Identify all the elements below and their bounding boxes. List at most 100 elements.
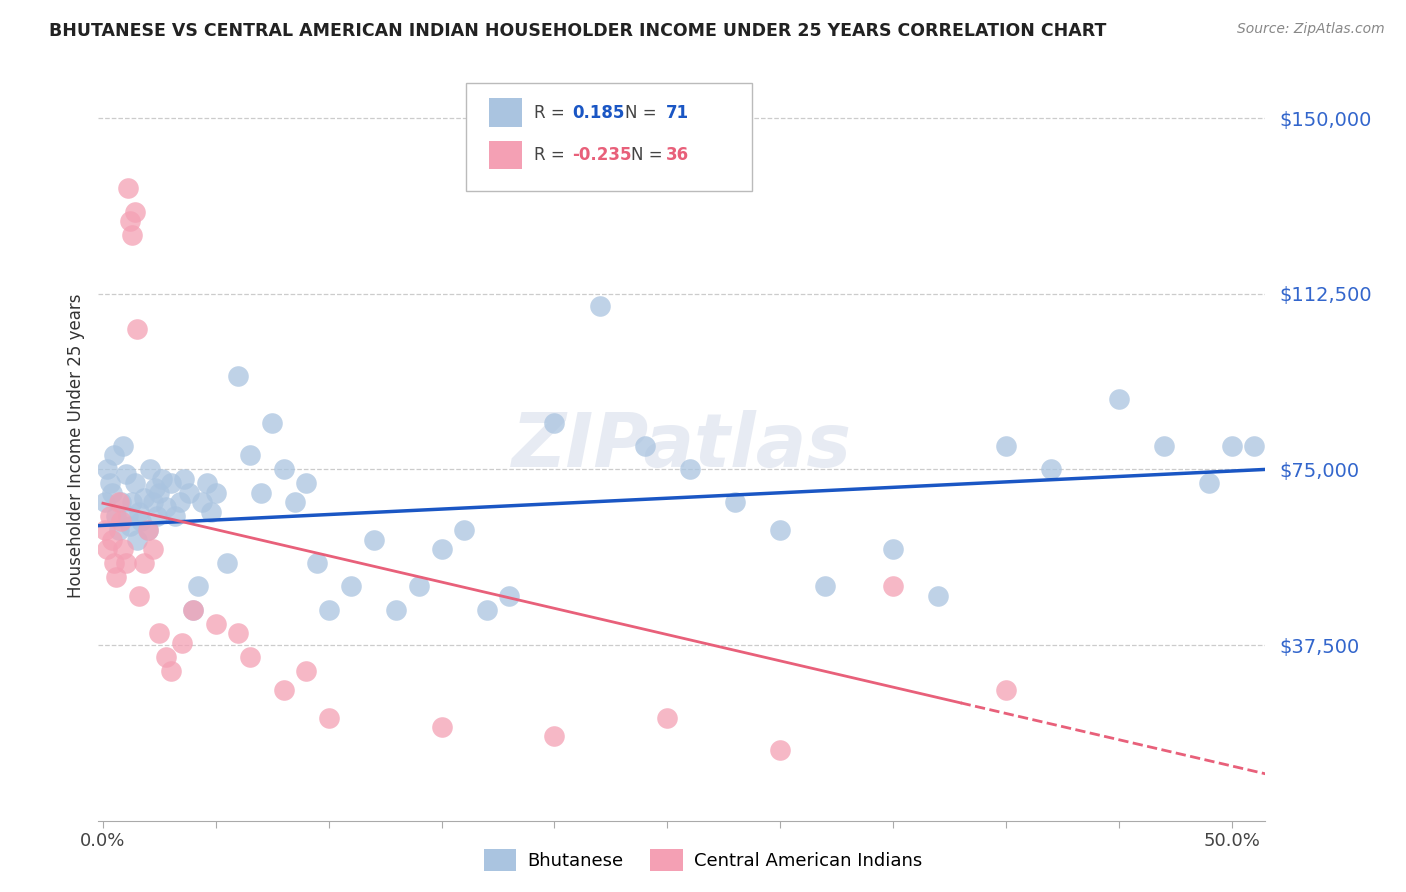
FancyBboxPatch shape xyxy=(489,141,522,169)
Point xyxy=(98,476,121,491)
Text: R =: R = xyxy=(534,146,569,164)
Point xyxy=(165,509,187,524)
Text: N =: N = xyxy=(624,103,662,121)
Point xyxy=(1198,476,1220,491)
Point xyxy=(121,228,143,243)
Point xyxy=(262,416,284,430)
Point xyxy=(142,542,165,557)
Point xyxy=(101,533,124,547)
Point xyxy=(408,580,430,594)
Text: 36: 36 xyxy=(665,146,689,164)
Point xyxy=(994,682,1017,697)
Point xyxy=(117,509,139,524)
Point xyxy=(148,485,170,500)
FancyBboxPatch shape xyxy=(489,98,522,127)
Point xyxy=(273,462,295,476)
Text: 0.185: 0.185 xyxy=(572,103,624,121)
Point xyxy=(159,476,181,491)
Point xyxy=(121,495,143,509)
Point xyxy=(284,495,307,509)
Point xyxy=(117,181,139,195)
Point xyxy=(96,542,118,557)
Point xyxy=(200,505,222,519)
Text: 71: 71 xyxy=(665,103,689,121)
Point xyxy=(124,476,146,491)
Point xyxy=(103,449,125,463)
Point xyxy=(132,491,155,505)
Point xyxy=(110,495,132,509)
Point xyxy=(181,603,204,617)
Point xyxy=(882,542,904,557)
Point xyxy=(295,664,318,678)
Point xyxy=(1153,439,1175,453)
Point xyxy=(112,439,135,453)
Point xyxy=(105,570,128,584)
Point xyxy=(112,542,135,557)
Point xyxy=(155,649,177,664)
Point xyxy=(155,500,177,514)
Point xyxy=(239,449,262,463)
Point xyxy=(1039,462,1062,476)
Point xyxy=(1243,439,1265,453)
Point xyxy=(318,710,340,724)
Point xyxy=(769,523,792,537)
Point xyxy=(187,580,209,594)
Point xyxy=(498,589,520,603)
Point xyxy=(543,730,565,744)
Point xyxy=(128,505,150,519)
Point xyxy=(724,495,747,509)
Legend: Bhutanese, Central American Indians: Bhutanese, Central American Indians xyxy=(477,842,929,879)
Y-axis label: Householder Income Under 25 years: Householder Income Under 25 years xyxy=(66,293,84,599)
Point xyxy=(96,462,118,476)
Point xyxy=(475,603,498,617)
Point xyxy=(150,472,173,486)
Point xyxy=(118,518,141,533)
Point xyxy=(118,214,141,228)
Text: N =: N = xyxy=(630,146,668,164)
Point xyxy=(159,664,181,678)
Point xyxy=(128,589,150,603)
Point xyxy=(430,542,453,557)
Point xyxy=(1220,439,1243,453)
Point xyxy=(814,580,837,594)
Point xyxy=(98,509,121,524)
Point xyxy=(177,485,200,500)
Point xyxy=(239,649,262,664)
Point xyxy=(136,523,159,537)
Point xyxy=(173,472,195,486)
Point xyxy=(250,485,273,500)
Point xyxy=(103,556,125,570)
Point xyxy=(318,603,340,617)
Point xyxy=(228,368,250,383)
Point xyxy=(543,416,565,430)
Point xyxy=(769,743,792,757)
Point xyxy=(125,322,148,336)
Point xyxy=(273,682,295,697)
Point xyxy=(148,626,170,640)
Point xyxy=(139,462,162,476)
Point xyxy=(101,485,124,500)
Point xyxy=(146,509,169,524)
Point xyxy=(195,476,218,491)
Point xyxy=(588,298,610,313)
Point xyxy=(143,481,166,495)
Point xyxy=(430,720,453,734)
Point xyxy=(131,514,153,528)
Point xyxy=(363,533,385,547)
Point xyxy=(927,589,949,603)
Point xyxy=(307,556,329,570)
Point xyxy=(107,495,129,509)
Point xyxy=(136,523,159,537)
Point xyxy=(385,603,408,617)
Point xyxy=(110,514,132,528)
Point xyxy=(169,495,191,509)
Point xyxy=(142,495,165,509)
Point xyxy=(114,467,136,482)
Point xyxy=(679,462,702,476)
Point xyxy=(94,523,117,537)
Point xyxy=(228,626,250,640)
Point xyxy=(105,509,128,524)
Text: Source: ZipAtlas.com: Source: ZipAtlas.com xyxy=(1237,22,1385,37)
Point xyxy=(634,439,657,453)
Point xyxy=(1108,392,1130,407)
